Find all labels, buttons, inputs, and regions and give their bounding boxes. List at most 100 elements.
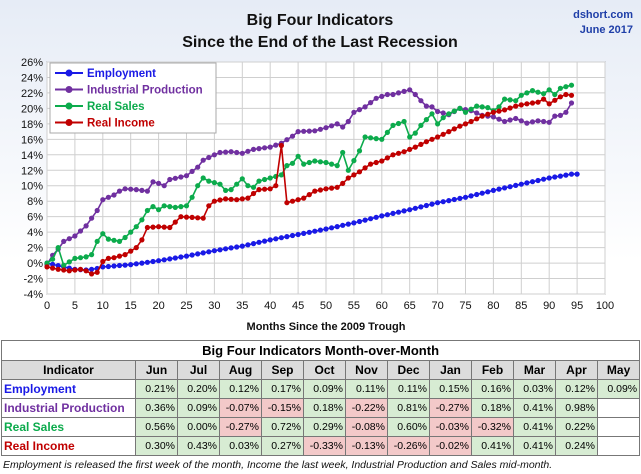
data-point (256, 187, 262, 193)
data-point (384, 129, 390, 135)
data-point (390, 210, 396, 216)
data-point (368, 161, 374, 167)
data-point (223, 149, 229, 155)
data-point (373, 136, 379, 142)
data-point (317, 159, 323, 165)
month-header: Feb (471, 360, 514, 380)
data-point (206, 203, 212, 209)
data-point (178, 254, 184, 260)
value-cell: -0.07% (219, 398, 262, 418)
value-cell: 0.09% (303, 379, 346, 399)
data-point (474, 110, 480, 116)
data-point (485, 189, 491, 195)
x-tick-label: 40 (264, 300, 276, 312)
data-point (535, 118, 541, 124)
x-axis-ticks: 0 5 10 15 20 25 30 35 40 45 50 55 60 65 70 75 80 85 90 95 10… (44, 300, 614, 312)
data-point (390, 122, 396, 128)
data-point (462, 121, 469, 127)
data-point (139, 217, 145, 223)
data-point (167, 176, 173, 183)
data-point (429, 111, 435, 117)
x-tick-label: 10 (97, 300, 109, 312)
data-point (133, 245, 139, 251)
data-point (468, 106, 474, 112)
chart-title-line-1: Big Four Indicators (246, 12, 394, 29)
data-point (502, 107, 508, 113)
data-point (150, 224, 156, 230)
x-tick-label: 15 (125, 300, 137, 312)
data-point (156, 180, 162, 186)
data-point (373, 214, 379, 220)
data-point (206, 249, 212, 255)
data-point (133, 187, 139, 193)
data-point (111, 237, 117, 243)
data-point (451, 108, 457, 114)
data-point (172, 219, 178, 225)
data-point (568, 82, 575, 88)
month-header: Jan (429, 360, 472, 380)
data-point (429, 136, 435, 142)
data-point (94, 207, 100, 214)
data-point (100, 197, 106, 203)
data-point (529, 100, 536, 106)
x-tick-label: 70 (431, 300, 443, 312)
data-point (77, 255, 84, 261)
data-point (574, 171, 580, 177)
data-point (485, 105, 491, 111)
data-point (133, 261, 139, 267)
data-point (563, 109, 569, 115)
value-cell: 0.43% (177, 436, 220, 456)
data-point (334, 121, 340, 127)
month-header: Dec (387, 360, 430, 380)
data-point (423, 103, 429, 109)
data-point (334, 184, 340, 190)
data-point (83, 223, 89, 229)
data-point (317, 187, 323, 193)
month-header: Oct (303, 360, 346, 380)
value-cell: 0.41% (513, 417, 556, 437)
data-point (462, 109, 469, 115)
data-point (340, 180, 346, 186)
data-point (161, 224, 167, 230)
data-point (362, 165, 368, 171)
data-point (128, 186, 134, 192)
value-cell: -0.32% (471, 417, 514, 437)
data-point (301, 195, 307, 201)
data-point (306, 128, 312, 134)
data-point (529, 119, 536, 125)
data-point (150, 258, 156, 265)
data-point (61, 267, 67, 273)
data-point (167, 224, 173, 231)
data-point (440, 110, 446, 116)
data-point (239, 150, 245, 156)
data-point (172, 204, 178, 210)
data-point (234, 244, 240, 250)
data-point (507, 97, 513, 103)
data-point (384, 91, 390, 98)
value-cell: 0.22% (555, 417, 598, 437)
legend-swatch-marker (65, 86, 73, 93)
data-point (401, 149, 407, 155)
data-point (161, 203, 167, 209)
value-cell: 0.20% (177, 379, 220, 399)
table-row: Real Income 0.30% 0.43% 0.03% 0.27% -0.33% -0.… (1, 436, 641, 456)
data-point (334, 163, 340, 169)
x-tick-label: 5 (72, 300, 78, 312)
value-cell: 0.41% (513, 398, 556, 418)
data-point (83, 254, 89, 260)
data-point (94, 238, 100, 244)
data-point (77, 228, 84, 234)
data-point (457, 105, 463, 111)
value-cell: -0.13% (345, 436, 388, 456)
table-row: Real Sales 0.56% 0.00% -0.27% 0.72% 0.29% -0.0… (1, 417, 641, 437)
data-point (116, 253, 123, 259)
data-point (312, 228, 318, 234)
value-cell: 0.11% (345, 379, 388, 399)
x-tick-label: 25 (180, 300, 192, 312)
data-point (284, 137, 290, 143)
data-point (289, 198, 296, 204)
data-point (105, 263, 111, 270)
data-point (440, 199, 446, 205)
data-point (72, 267, 78, 273)
value-cell: 0.18% (303, 398, 346, 418)
